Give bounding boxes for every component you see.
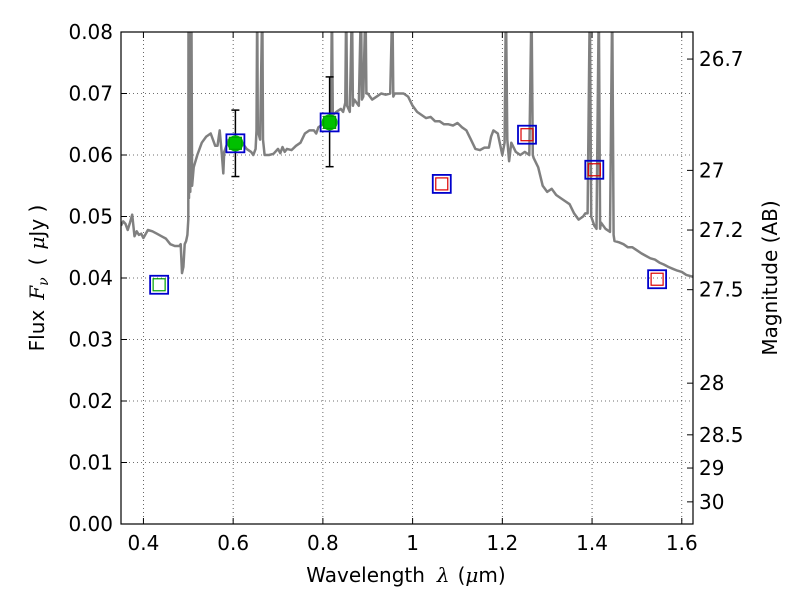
y-axis-title-unit-mu: μ — [25, 237, 49, 250]
y-tick-label: 0.00 — [68, 512, 113, 536]
model-spectrum-line — [121, 32, 693, 279]
band-h-inner-square — [650, 272, 664, 286]
spectrum-layer — [121, 32, 693, 279]
x-axis-title-symbol: λ — [436, 563, 450, 587]
x-axis-title: Wavelength λ (μm) — [306, 563, 505, 587]
x-axis-title-text: Wavelength — [306, 563, 425, 587]
right-tick-label: 28 — [699, 371, 724, 395]
band-y-outer-square — [431, 174, 452, 194]
x-axis-title-unit-rest: m) — [478, 563, 505, 587]
x-tick-label: 1.4 — [576, 531, 608, 555]
right-tick-label: 28.5 — [699, 423, 744, 447]
y-tick-label: 0.04 — [68, 266, 113, 290]
y-axis-title-unit-open: ( — [25, 258, 49, 266]
x-axis-title-unit-mu: μ — [465, 563, 478, 587]
x-tick-label: 0.4 — [128, 531, 160, 555]
x-tick-label: 1.6 — [666, 531, 698, 555]
band-v-inner-square — [228, 136, 242, 150]
y-axis-title-unit-rest: Jy ) — [25, 205, 49, 239]
band-j-inner-square — [520, 128, 534, 142]
x-tick-label: 0.6 — [217, 531, 249, 555]
y-tick-label: 0.03 — [68, 328, 113, 352]
band-i-inner-square — [323, 115, 337, 130]
band-y-inner-square — [435, 177, 449, 191]
y-tick-label: 0.02 — [68, 389, 113, 413]
right-tick-label: 27 — [699, 158, 724, 182]
x-tick-label: 1.2 — [486, 531, 518, 555]
detection-2-point — [321, 114, 338, 131]
y-tick-label: 0.07 — [68, 82, 113, 106]
band-h-outer-square — [647, 269, 668, 290]
band-b-inner-square — [152, 278, 166, 292]
detection-1-point — [227, 135, 244, 152]
right-tick-label: 30 — [699, 490, 724, 514]
y-axis-title-symbol: F — [25, 285, 49, 301]
band-j-outer-square — [517, 124, 537, 145]
right-axis-title: Magnitude (AB) — [758, 200, 782, 355]
x-axis-title-unit-open: ( — [458, 563, 466, 587]
y-tick-label: 0.01 — [68, 451, 113, 475]
band-jh-inner-square — [587, 163, 601, 177]
right-tick-label: 26.7 — [699, 47, 744, 71]
y-tick-label: 0.06 — [68, 143, 113, 167]
band-v-outer-square — [225, 133, 246, 154]
x-tick-label: 1 — [406, 531, 419, 555]
y-axis-title-subscript: ν — [36, 277, 52, 286]
tick-layer: 0.4 0.6 0.8 1 1.2 1.4 1.6 0.00 0.01 0.02 0.03 0.04 0… — [68, 20, 743, 555]
right-tick-label: 27.5 — [699, 278, 744, 302]
marker-layer — [149, 112, 668, 295]
right-tick-label: 27.2 — [699, 218, 744, 242]
y-axis-title: Flux Fν ( μJy ) — [25, 205, 52, 352]
y-tick-label: 0.05 — [68, 205, 113, 229]
band-b-outer-square — [149, 274, 170, 295]
y-tick-label: 0.08 — [68, 20, 113, 44]
band-jh-outer-square — [584, 159, 605, 180]
y-axis-title-text: Flux — [25, 310, 49, 352]
band-i-outer-square — [319, 112, 340, 133]
right-tick-label: 29 — [699, 456, 724, 480]
x-tick-label: 0.8 — [307, 531, 339, 555]
